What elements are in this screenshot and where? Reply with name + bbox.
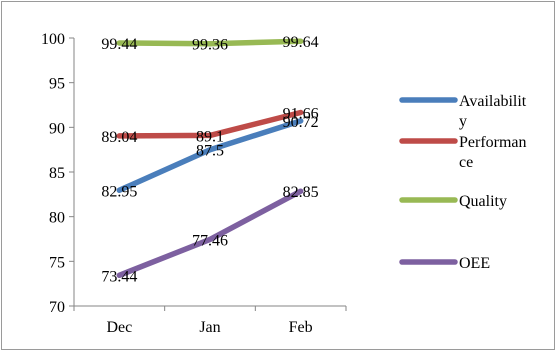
series-line: [116, 109, 304, 139]
data-label: 82.85: [283, 184, 319, 201]
axes: [73, 38, 346, 307]
data-label: 99.64: [283, 34, 319, 51]
y-tick-label: 80: [49, 210, 65, 227]
x-tick-label: Jan: [199, 319, 220, 336]
data-label: 87.5: [196, 143, 224, 160]
legend: Availabilit y Performan ce Quality OEE: [399, 93, 527, 272]
y-tick-label: 70: [49, 299, 65, 316]
data-label: 99.44: [101, 36, 137, 53]
legend-label: ce: [459, 154, 473, 171]
legend-label: y: [459, 113, 467, 130]
data-label: 91.66: [283, 106, 319, 123]
legend-label: Availabilit: [459, 93, 527, 110]
data-label: 99.36: [192, 37, 228, 54]
x-tick-label: Dec: [106, 319, 132, 336]
series-line: [116, 38, 304, 47]
data-label: 89.1: [196, 128, 224, 145]
series-lines: [116, 38, 304, 279]
legend-label: Performan: [459, 134, 527, 151]
data-label: 73.44: [101, 268, 137, 285]
data-label: 77.46: [192, 232, 228, 249]
y-tick-label: 85: [49, 165, 65, 182]
data-label: 82.95: [101, 183, 137, 200]
x-axis-ticks: Dec Jan Feb: [73, 306, 347, 336]
y-tick-label: 90: [49, 120, 65, 137]
data-label: 89.04: [101, 129, 137, 146]
series-line: [116, 188, 304, 279]
y-axis-ticks: 70 75 80 85 90 95 100: [41, 31, 74, 316]
y-tick-label: 95: [49, 76, 65, 93]
x-tick-label: Feb: [289, 319, 313, 336]
data-label: 90.72: [283, 114, 319, 131]
y-tick-label: 100: [41, 31, 65, 48]
legend-label: Quality: [459, 193, 507, 210]
series-line: [116, 118, 304, 194]
y-tick-label: 75: [49, 254, 65, 271]
legend-label: OEE: [459, 255, 490, 272]
data-labels: 82.95 87.5 90.72 89.04 89.1 91.66 99.44 99.36 99…: [101, 34, 318, 285]
